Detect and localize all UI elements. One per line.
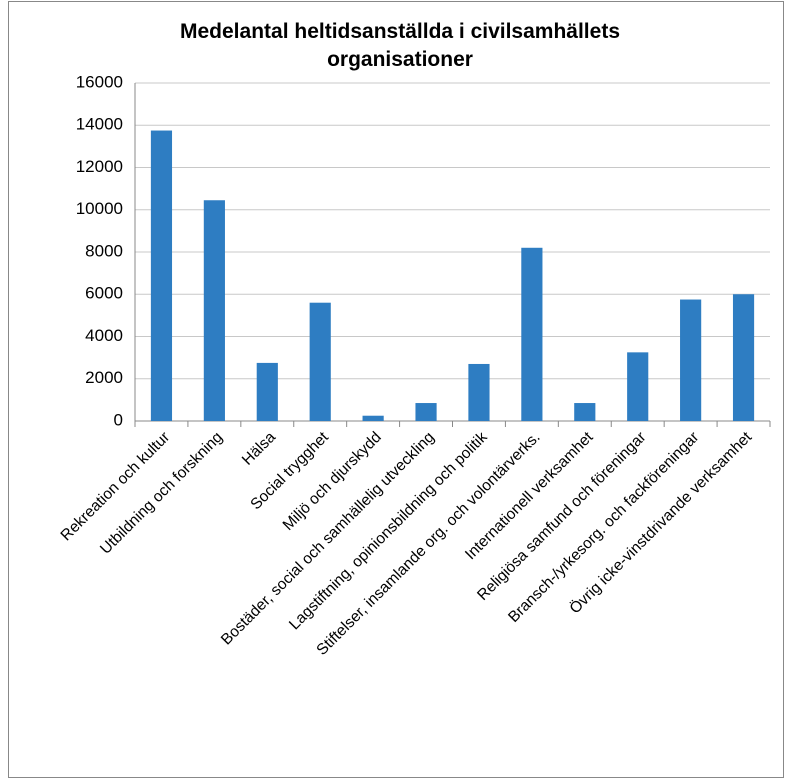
y-tick-label: 10000: [76, 199, 123, 218]
chart-title: Medelantal heltidsanställda i civilsamhä…: [180, 20, 620, 71]
bar: [732, 294, 755, 421]
bar: [680, 299, 702, 421]
bar: [256, 362, 278, 421]
bar: [309, 302, 331, 421]
y-tick-label: 14000: [76, 115, 123, 134]
bar: [362, 415, 384, 421]
bar: [627, 352, 649, 421]
bar: [574, 403, 596, 421]
y-tick-label: 4000: [85, 326, 123, 345]
y-tick-label: 2000: [85, 368, 123, 387]
x-tick-label: Lagstiftning, opinionsbildning och polit…: [286, 429, 491, 634]
chart-border: [8, 1, 784, 778]
x-tick-label: Bransch-/yrkesorg. och fackföreningar: [505, 429, 702, 626]
x-tick-label: Övrig icke-vinstdrivande verksamhet: [566, 428, 756, 618]
y-tick-label: 6000: [85, 284, 123, 303]
bar: [468, 363, 490, 421]
y-tick-label: 16000: [76, 72, 123, 91]
bar: [521, 247, 543, 421]
x-tick-label: Miljö och djurskydd: [280, 429, 385, 534]
bar: [203, 200, 225, 421]
y-tick-label: 12000: [76, 157, 123, 176]
bar: [150, 130, 173, 421]
bar: [415, 403, 437, 421]
y-tick-label: 0: [114, 410, 123, 429]
x-tick-label: Hälsa: [239, 428, 279, 468]
y-tick-label: 8000: [85, 241, 123, 260]
